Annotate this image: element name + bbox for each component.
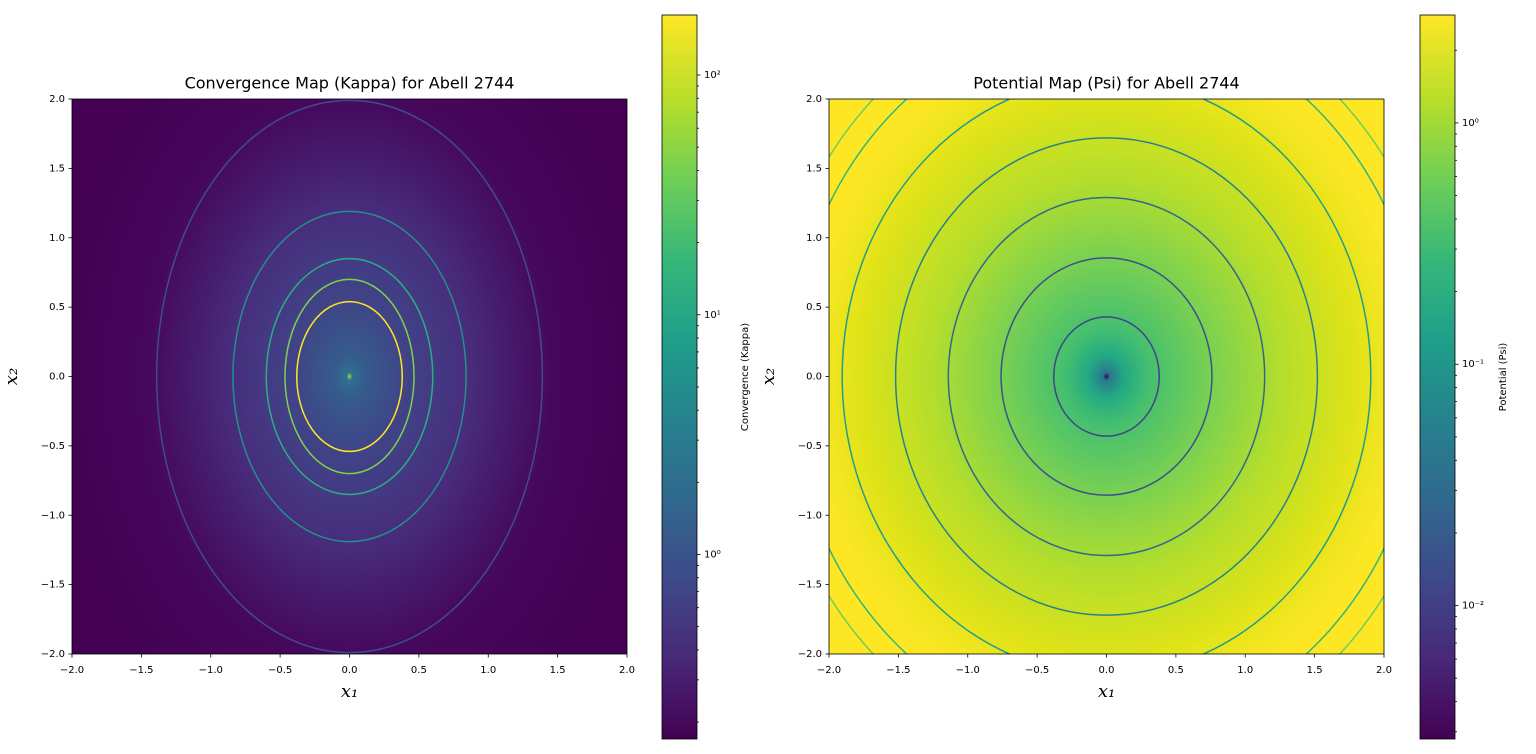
y-tick-label: 0.5 [806,302,822,313]
contour-line [232,210,467,543]
colorbar-tick-label: 10² [704,70,721,81]
colorbar-tick-label: 10⁰ [704,550,721,561]
x-axis-label: x₁ [341,681,358,702]
heatmap [829,99,1384,654]
colorbar-tick-label: 10⁻¹ [1462,359,1484,370]
chart-title: Convergence Map (Kappa) for Abell 2744 [185,74,515,93]
contours [155,99,544,654]
x-tick-label: 0.5 [1168,665,1184,676]
x-tick-label: −2.0 [817,665,841,676]
y-tick-label: −0.5 [41,441,65,452]
colorbar-tick-label: 10⁰ [1462,118,1479,129]
x-tick-label: −1.5 [129,665,153,676]
x-tick-label: 0.0 [342,665,358,676]
contour-line [284,278,415,475]
y-tick-label: 2.0 [49,94,65,105]
colorbar-label: Potential (Psi) [1498,343,1509,412]
x-tick-label: 0.0 [1099,665,1115,676]
y-tick-label: −0.5 [798,441,822,452]
y-tick-label: 1.0 [49,233,65,244]
contour-line [947,196,1266,557]
y-tick-label: −2.0 [798,649,822,660]
x-tick-label: 0.5 [411,665,427,676]
contours [829,99,1384,654]
colorbar-tick-label: 10⁻² [1462,601,1484,612]
contour-line [1053,316,1160,437]
x-tick-label: 1.0 [1237,665,1253,676]
contour-line [841,99,1372,654]
x-tick-label: −0.5 [268,665,292,676]
y-axis-label: x₂ [1,368,22,385]
y-tick-label: 0.0 [806,372,822,383]
contour-line [894,137,1319,616]
y-tick-label: 2.0 [806,94,822,105]
y-tick-label: −1.5 [798,580,822,591]
y-tick-label: 0.5 [49,302,65,313]
contour-line [265,257,434,496]
contour-line [296,300,403,453]
x-tick-label: −0.5 [1025,665,1049,676]
x-axis-label: x₁ [1098,681,1115,702]
y-tick-label: 1.5 [49,163,65,174]
colorbar [1419,14,1456,740]
y-tick-label: −1.0 [41,510,65,521]
x-tick-label: 1.0 [480,665,496,676]
x-tick-label: −1.0 [956,665,980,676]
heatmap [72,99,627,654]
y-tick-label: −1.0 [798,510,822,521]
y-tick-label: 0.0 [49,372,65,383]
x-tick-label: 1.5 [1307,665,1323,676]
contour-line [1000,257,1213,496]
x-tick-label: −2.0 [60,665,84,676]
colorbar [661,14,698,740]
chart-title: Potential Map (Psi) for Abell 2744 [973,74,1239,93]
y-tick-label: −1.5 [41,580,65,591]
x-tick-label: 1.5 [550,665,566,676]
colorbar-tick-label: 10¹ [704,310,721,321]
x-tick-label: −1.5 [886,665,910,676]
y-tick-label: 1.0 [806,233,822,244]
x-tick-label: 2.0 [619,665,635,676]
y-tick-label: −2.0 [41,649,65,660]
contour-line [155,99,544,654]
colorbar-label: Convergence (Kappa) [740,323,751,431]
y-axis-label: x₂ [758,368,779,385]
y-tick-label: 1.5 [806,163,822,174]
x-tick-label: 2.0 [1376,665,1392,676]
x-tick-label: −1.0 [199,665,223,676]
